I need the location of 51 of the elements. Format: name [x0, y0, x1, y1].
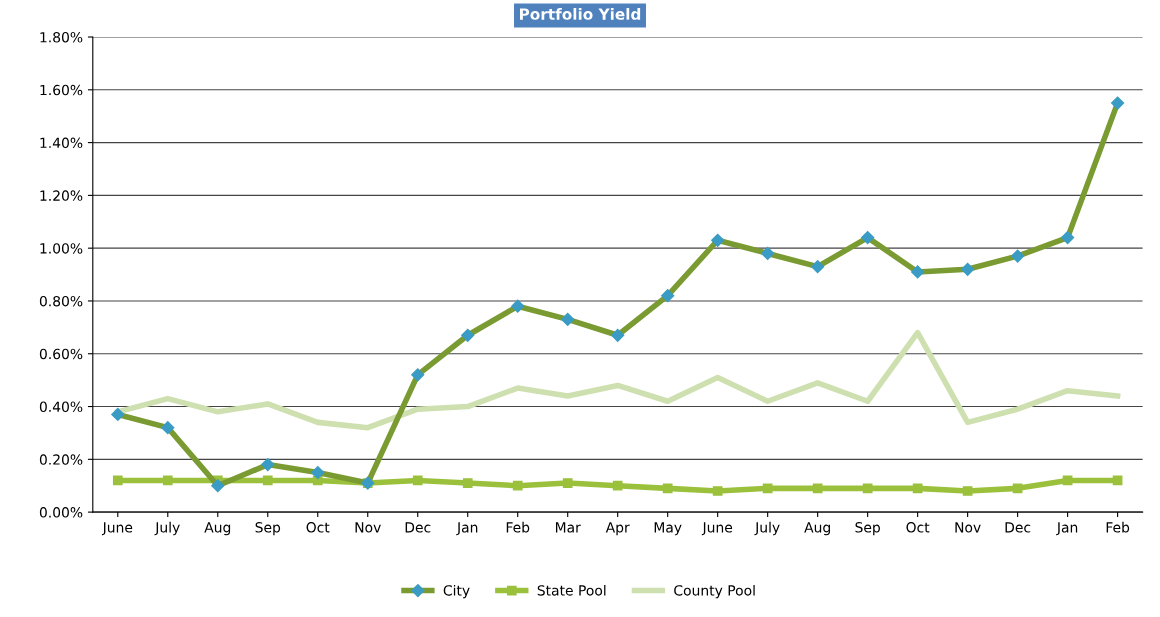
y-tick-label: 0.80%: [39, 295, 83, 307]
point: [912, 483, 923, 494]
legend-label: County Pool: [674, 584, 755, 599]
x-tick-label: Jan: [1056, 522, 1078, 536]
y-tick-label: 1.60%: [40, 84, 83, 96]
y-tick-label: 1.20%: [40, 190, 83, 201]
x-tick-label: July: [754, 521, 780, 536]
x-tick-label: Feb: [1106, 521, 1130, 533]
point: [162, 475, 173, 486]
point: [962, 486, 973, 496]
point: [562, 478, 573, 488]
x-tick-label: June: [701, 522, 733, 536]
point: [612, 480, 623, 491]
point: [112, 475, 123, 486]
point: [762, 483, 773, 494]
x-tick-label: Dec: [405, 522, 431, 533]
y-tick-label: 0.60%: [39, 348, 83, 360]
x-tick-label: July: [154, 521, 180, 536]
point: [512, 480, 523, 491]
x-tick-label: May: [654, 522, 682, 536]
x-tick-label: Dec: [1005, 522, 1031, 533]
y-tick-label: 1.40%: [40, 137, 83, 149]
x-tick-label: Oct: [306, 522, 330, 533]
y-tick-label: 1.00%: [40, 243, 83, 254]
point: [712, 486, 723, 496]
legend-label: City: [443, 584, 470, 599]
x-tick-label: Nov: [355, 522, 381, 533]
x-tick-label: Sep: [255, 522, 281, 536]
x-tick-label: Aug: [804, 522, 830, 536]
x-tick-label: June: [101, 522, 133, 536]
point: [1012, 483, 1023, 494]
point: [262, 475, 273, 486]
x-tick-label: Jan: [456, 522, 478, 536]
y-tick-label: 0.20%: [39, 454, 83, 465]
x-tick-label: Nov: [955, 522, 981, 533]
point: [862, 483, 873, 494]
x-tick-label: Oct: [906, 522, 930, 533]
point: [812, 483, 823, 494]
chart-title: Portfolio Yield: [520, 8, 641, 20]
x-tick-label: Mar: [555, 522, 581, 533]
point: [462, 478, 473, 488]
legend-label: State Pool: [537, 584, 606, 596]
x-tick-label: Aug: [204, 522, 231, 536]
x-tick-label: Sep: [855, 522, 880, 536]
y-tick-label: 0.40%: [39, 401, 83, 413]
point: [412, 475, 423, 486]
y-tick-label: 1.80%: [40, 31, 83, 43]
point: [662, 483, 673, 494]
y-tick-label: 0.00%: [39, 507, 83, 518]
x-tick-label: Feb: [506, 521, 530, 533]
x-tick-label: Apr: [605, 522, 630, 536]
